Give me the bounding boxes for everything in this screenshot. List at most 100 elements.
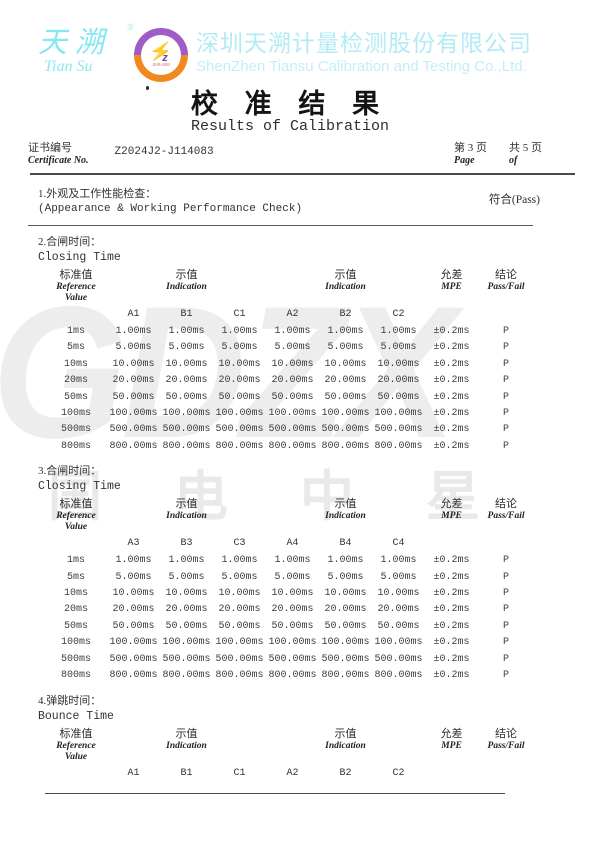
table-header-row: 标准值 Reference Value 示值 Indication 示值 Ind… [45,269,600,304]
indication-header-cn: 示值 [334,727,357,740]
value-cell: 10.00ms [324,588,367,600]
section1-result: 符合(Pass) [488,194,540,206]
value-cell: 10.00ms [324,358,367,370]
mpe-header: 允差 MPE [425,728,478,763]
result-cell: P [502,326,509,337]
company-name-cn: 深圳天溯计量检测股份有限公司 [196,30,532,56]
ref-header-en2: Value [64,293,88,303]
value-cell: 10.00ms [271,358,314,370]
value-cell: 1.00ms [327,326,364,337]
reference-cell: 10ms [63,588,88,600]
indication-header-en: Indication [166,740,207,751]
mpe-header: 允差 MPE [425,498,478,533]
page-number-block: 第 3 页 Page [454,142,487,167]
column-label: A1 [127,309,140,320]
value-cell: 100.00ms [109,408,158,420]
value-cell: 800.00ms [374,440,423,452]
page-total-cn: 共 5 页 [509,142,542,154]
ref-header-en2: Value [64,751,88,762]
column-label: A2 [286,767,299,779]
spacer-cell [478,767,534,780]
value-cell: 5.00ms [380,571,417,583]
value-cell: 10.00ms [271,588,314,600]
value-cell: 5.00ms [327,342,364,354]
value-cell: 100.00ms [374,637,423,649]
value-cell: 1.00ms [327,555,364,567]
result-cell: P [502,571,509,583]
spacer-cell [45,767,107,780]
mpe-cell: ±0.2ms [433,391,470,403]
reference-cell: 800ms [60,670,91,682]
value-cell: 10.00ms [218,588,261,600]
table-title-cn: 3.合闸时间： [38,465,102,478]
value-cell: 800.00ms [215,440,264,452]
result-cell: P [502,391,509,403]
mpe-cell: ±0.2ms [433,670,470,682]
column-label: C2 [392,309,405,320]
value-cell: 20.00ms [165,375,208,387]
column-label: A1 [127,767,140,779]
mpe-cell: ±0.2ms [433,637,470,649]
logo-en-text: Tian Su [44,58,93,75]
passfail-header-cn: 结论 [495,498,517,511]
result-cell: P [502,358,509,370]
mpe-cell: ±0.2ms [433,342,470,354]
result-cell: P [502,604,509,616]
page-number-cn: 第 3 页 [454,142,487,154]
value-cell: 20.00ms [112,375,155,387]
value-cell: 10.00ms [377,588,420,600]
certificate-label: 证书编号 Certificate No. [28,142,89,167]
value-cell: 5.00ms [115,342,152,354]
indication-header-en: Indication [166,511,207,522]
value-cell: 5.00ms [221,342,258,354]
registered-trademark-icon: ® [127,22,134,32]
value-cell: 100.00ms [374,408,423,420]
table-subheader-row: A1 B1 C1 A2 B2 C2 [45,767,600,780]
value-cell: 100.00ms [162,637,211,649]
company-name-block: 深圳天溯计量检测股份有限公司 ShenZhen Tiansu Calibrati… [196,28,532,76]
mpe-header-cn: 允差 [440,498,463,511]
indication-header-2: 示值 Indication [266,728,425,763]
value-cell: 1.00ms [380,326,417,337]
reference-cell: 500ms [60,424,91,436]
table-title-en: Closing Time [38,251,121,264]
passfail-header-cn: 结论 [495,727,517,740]
passfail-header-en: Pass/Fail [487,511,525,522]
value-cell: 1.00ms [115,326,152,337]
result-cell: P [502,588,509,600]
value-cell: 100.00ms [215,637,264,649]
section-appearance-check: 1.外观及工作性能检查： (Appearance & Working Perfo… [38,187,540,217]
passfail-header: 结论 Pass/Fail [478,728,534,763]
result-cell: P [502,670,509,682]
value-cell: 500.00ms [109,424,158,436]
ref-header-cn: 标准值 [59,498,93,511]
value-cell: 500.00ms [268,424,317,436]
column-label: C1 [233,767,246,779]
value-cell: 10.00ms [112,358,155,370]
value-cell: 500.00ms [268,653,317,665]
page-number-en: Page [454,155,475,166]
table-subheader-row: A3 B3 C3 A4 B4 C4 [45,537,600,550]
value-cell: 20.00ms [112,604,155,616]
value-cell: 800.00ms [109,670,158,682]
scan-speck [146,86,149,90]
reference-cell: 100ms [60,408,91,420]
ref-header-cn: 标准值 [59,727,93,740]
value-cell: 5.00ms [327,571,364,583]
value-cell: 500.00ms [321,424,370,436]
logo-wordmark: 天溯 Tian Su ® [38,22,134,75]
value-cell: 800.00ms [162,670,211,682]
value-cell: 500.00ms [215,653,264,665]
ref-header: 标准值 Reference Value [45,498,107,533]
value-cell: 500.00ms [374,424,423,436]
column-label: B1 [180,767,193,779]
value-cell: 100.00ms [109,637,158,649]
result-cell: P [502,375,509,387]
mpe-cell: ±0.2ms [433,588,470,600]
column-label: B1 [180,309,193,320]
value-cell: 50.00ms [271,391,314,403]
ref-header-en1: Reference [56,282,96,292]
mpe-cell: ±0.2ms [433,440,470,452]
reference-cell: 800ms [60,440,91,452]
